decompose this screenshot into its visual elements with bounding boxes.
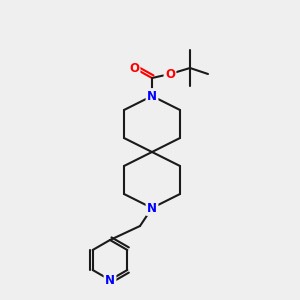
Text: O: O [129, 61, 139, 74]
Text: N: N [105, 274, 115, 286]
Text: N: N [147, 89, 157, 103]
Text: N: N [147, 202, 157, 214]
Text: O: O [165, 68, 175, 80]
